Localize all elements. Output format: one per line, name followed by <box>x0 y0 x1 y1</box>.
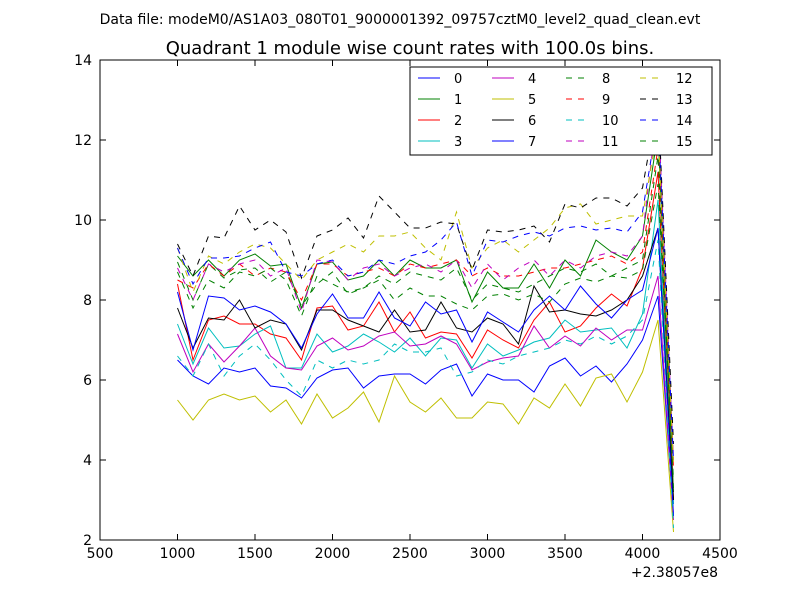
legend-label-12: 12 <box>676 72 693 87</box>
legend-label-11: 11 <box>602 135 619 150</box>
series-line-5 <box>177 319 674 533</box>
series-line-7 <box>177 227 674 517</box>
series-layer <box>177 99 674 533</box>
legend-label-14: 14 <box>676 114 693 129</box>
legend-label-2: 2 <box>454 114 462 129</box>
series-line-10 <box>177 239 674 529</box>
series-line-9 <box>177 147 674 469</box>
x-tick-label: 4500 <box>702 546 738 562</box>
y-tick-label: 6 <box>83 373 92 389</box>
chart-title: Quadrant 1 module wise count rates with … <box>166 38 655 59</box>
y-tick-label: 10 <box>74 213 92 229</box>
legend-label-6: 6 <box>528 114 536 129</box>
series-line-6 <box>177 227 674 501</box>
series-line-14 <box>177 115 674 461</box>
legend-label-1: 1 <box>454 93 462 108</box>
series-line-11 <box>177 103 674 461</box>
series-line-2 <box>177 171 674 501</box>
figure-suptitle: Data file: modeM0/AS1A03_080T01_90000013… <box>100 12 701 28</box>
x-tick-label: 3500 <box>547 546 583 562</box>
legend-label-13: 13 <box>676 93 693 108</box>
legend-frame <box>409 66 713 156</box>
x-tick-label: 1000 <box>160 546 196 562</box>
x-tick-label: 3000 <box>470 546 506 562</box>
series-line-15 <box>177 155 674 489</box>
x-axis: 500 1000 1500 2000 2500 3000 3500 4000 4500 <box>87 60 738 562</box>
legend-label-3: 3 <box>454 135 462 150</box>
legend-label-5: 5 <box>528 93 536 108</box>
x-tick-label: 500 <box>87 546 114 562</box>
series-line-0 <box>177 295 674 517</box>
y-tick-label: 14 <box>74 53 92 69</box>
legend-label-9: 9 <box>602 93 610 108</box>
x-tick-label: 2500 <box>392 546 428 562</box>
y-tick-label: 2 <box>83 533 92 549</box>
legend-label-15: 15 <box>676 135 693 150</box>
x-tick-label: 1500 <box>237 546 273 562</box>
series-line-4 <box>177 275 674 521</box>
legend-label-4: 4 <box>528 72 536 87</box>
series-line-3 <box>177 199 674 505</box>
y-tick-label: 12 <box>74 133 92 149</box>
y-tick-label: 8 <box>83 293 92 309</box>
x-axis-offset-label: +2.38057e8 <box>631 565 718 581</box>
x-tick-label: 4000 <box>625 546 661 562</box>
legend-label-10: 10 <box>602 114 619 129</box>
x-tick-label: 2000 <box>315 546 351 562</box>
legend-label-8: 8 <box>602 72 610 87</box>
legend-label-0: 0 <box>454 72 462 87</box>
legend-label-7: 7 <box>528 135 536 150</box>
series-line-12 <box>177 127 674 465</box>
plot-area: 500 1000 1500 2000 2500 3000 3500 4000 4500 2 4 6 8… <box>74 53 738 581</box>
series-line-1 <box>177 131 674 493</box>
series-line-8 <box>177 183 674 481</box>
y-tick-label: 4 <box>83 453 92 469</box>
